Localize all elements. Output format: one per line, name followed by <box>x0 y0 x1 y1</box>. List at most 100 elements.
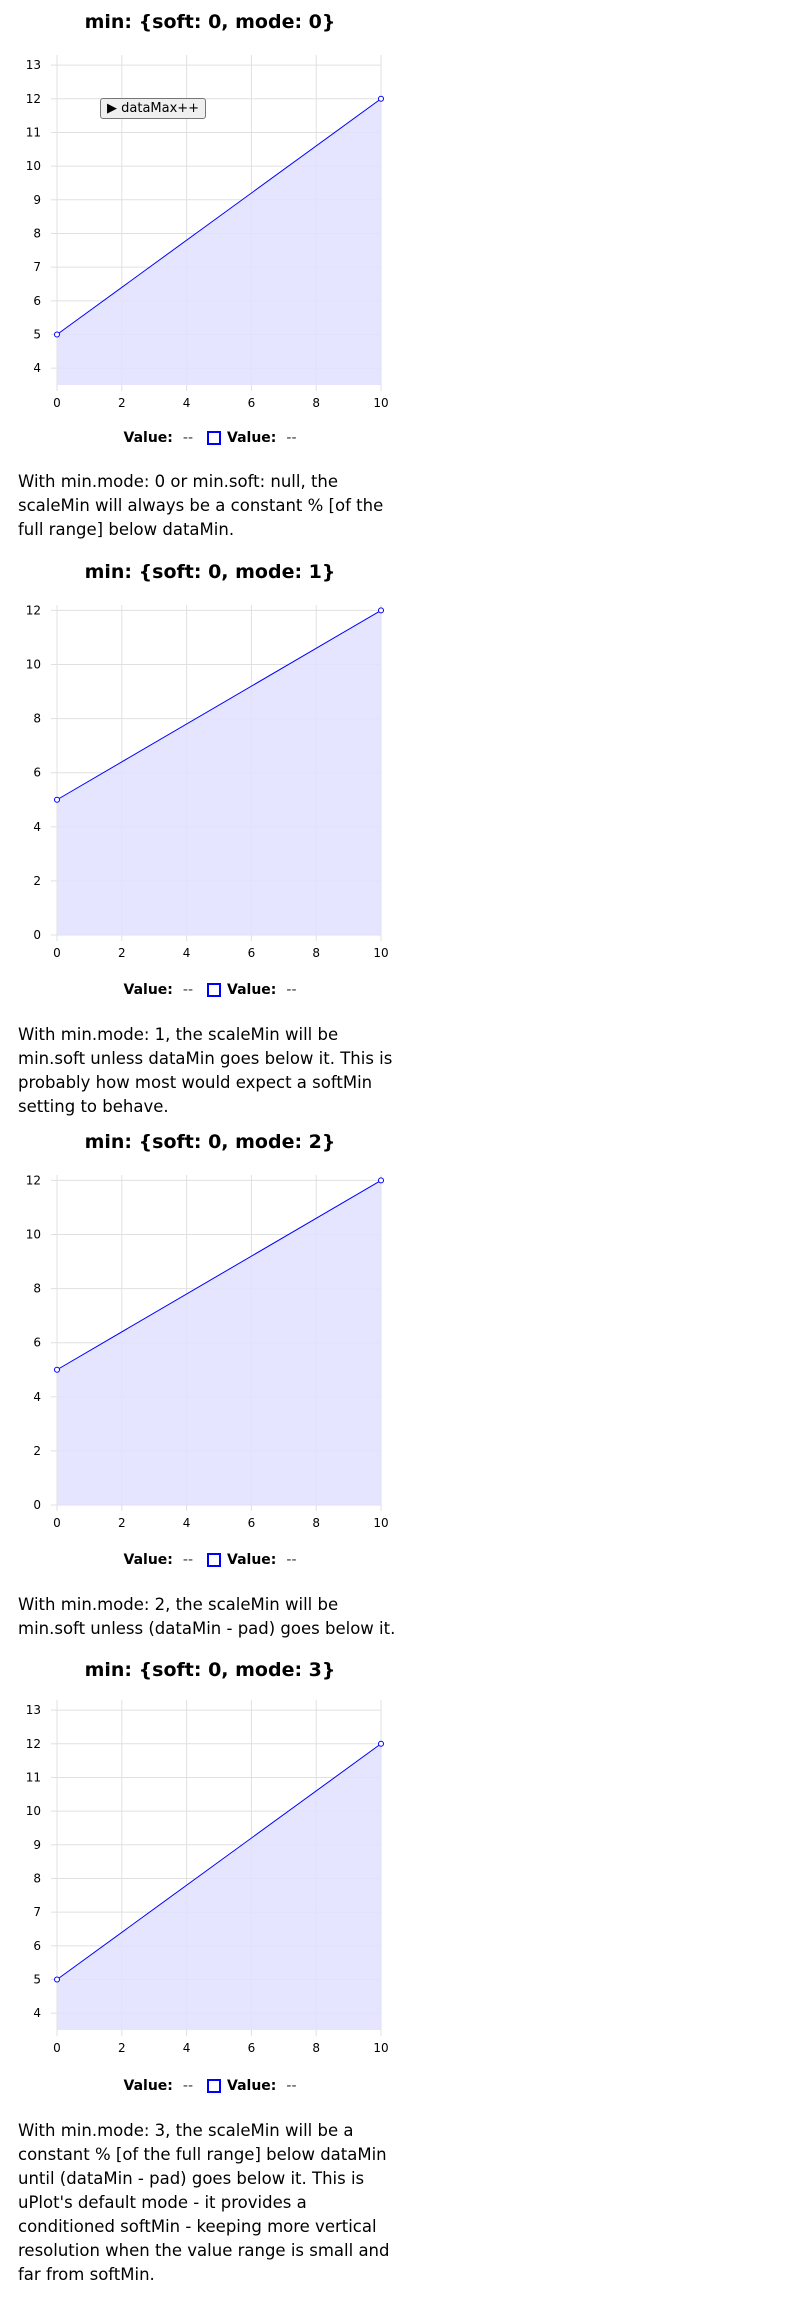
y-tick-label: 7 <box>33 260 41 274</box>
x-tick-label: 6 <box>248 2041 256 2055</box>
y-tick-label: 4 <box>33 361 41 375</box>
legend-x-label: Value: <box>123 430 173 446</box>
y-tick-label: 5 <box>33 327 41 341</box>
chart-description: With min.mode: 3, the scaleMin will be a… <box>18 2121 390 2284</box>
series-line <box>56 1179 382 1371</box>
data-point <box>54 1366 60 1373</box>
data-point <box>54 1976 60 1983</box>
legend-series-label: Value: <box>227 982 277 998</box>
y-tick-label: 0 <box>33 928 41 942</box>
y-tick-label: 7 <box>33 1905 41 1919</box>
legend-x-value: -- <box>182 2078 193 2094</box>
y-tick-label: 12 <box>26 603 41 617</box>
legend-series-value: -- <box>286 1552 297 1568</box>
chart-section-4: min: {soft: 0, mode: 3} 0 2 4 6 8 10 4 5 6 7 8 9 10 1… <box>0 1655 800 2306</box>
x-tick-label: 4 <box>183 946 191 960</box>
legend-x[interactable]: Value: -- <box>124 1552 194 1568</box>
x-tick-label: 10 <box>373 946 388 960</box>
legend-x-value: -- <box>182 982 193 998</box>
legend-series-value: -- <box>286 982 297 998</box>
chart-description: With min.mode: 1, the scaleMin will be m… <box>18 1025 393 1116</box>
series-area <box>57 1180 381 1505</box>
chart-section-1: min: {soft: 0, mode: 0} 0 2 4 6 8 10 4 5 6 7 8 9 10 1… <box>0 0 800 555</box>
series-line <box>56 609 382 801</box>
series-swatch-icon <box>207 431 221 445</box>
y-tick-label: 8 <box>33 226 41 240</box>
x-tick-label: 0 <box>53 396 61 410</box>
x-tick-label: 2 <box>118 946 126 960</box>
data-point <box>54 331 60 338</box>
y-tick-label: 10 <box>26 658 41 672</box>
y-tick-label: 13 <box>26 1703 41 1717</box>
series-area <box>57 610 381 935</box>
legend-x-value: -- <box>182 430 193 446</box>
y-tick-label: 10 <box>26 1804 41 1818</box>
y-tick-label: 9 <box>33 193 41 207</box>
y-tick-label: 10 <box>26 159 41 173</box>
legend-x-label: Value: <box>123 1552 173 1568</box>
chart-description: With min.mode: 2, the scaleMin will be m… <box>18 1595 396 1638</box>
legend-series[interactable]: Value: -- <box>207 1552 297 1568</box>
legend-series[interactable]: Value: -- <box>207 430 297 446</box>
legend-series[interactable]: Value: -- <box>207 982 297 998</box>
y-tick-label: 8 <box>33 1282 41 1296</box>
y-tick-label: 4 <box>33 2006 41 2020</box>
legend-series-label: Value: <box>227 2078 277 2094</box>
x-tick-label: 4 <box>183 2041 191 2055</box>
y-tick-label: 2 <box>33 874 41 888</box>
chart-section-2: min: {soft: 0, mode: 1} 0 2 4 6 8 10 0 2 4 6 8 10 12… <box>0 555 800 1125</box>
y-tick-label: 4 <box>33 820 41 834</box>
y-tick-label: 12 <box>26 1737 41 1751</box>
x-tick-label: 10 <box>373 1516 388 1530</box>
series-swatch-icon <box>207 1553 221 1567</box>
x-tick-label: 0 <box>53 2041 61 2055</box>
y-tick-label: 2 <box>33 1444 41 1458</box>
x-tick-label: 4 <box>183 396 191 410</box>
data-max-increment-button[interactable]: ▶ dataMax++ <box>100 98 207 119</box>
chart-section-3: min: {soft: 0, mode: 2} 0 2 4 6 8 10 0 2 4 6 8 10 12… <box>0 1125 800 1655</box>
legend-x[interactable]: Value: -- <box>124 982 194 998</box>
y-tick-label: 12 <box>26 92 41 106</box>
series-swatch-icon <box>207 2079 221 2093</box>
x-tick-label: 6 <box>248 396 256 410</box>
chart-1[interactable]: 0 2 4 6 8 10 4 5 6 7 8 9 10 11 12 13 <box>0 45 420 425</box>
chart-4[interactable]: 0 2 4 6 8 10 4 5 6 7 8 9 10 11 12 13 <box>0 1690 420 2070</box>
x-tick-label: 6 <box>248 946 256 960</box>
y-tick-label: 5 <box>33 1972 41 1986</box>
x-tick-label: 8 <box>312 396 320 410</box>
legend-x[interactable]: Value: -- <box>124 2078 194 2094</box>
legend: Value: -- Value: -- <box>0 427 420 449</box>
x-tick-label: 2 <box>118 396 126 410</box>
x-tick-label: 8 <box>312 946 320 960</box>
chart-description: With min.mode: 0 or min.soft: null, the … <box>18 472 384 539</box>
x-tick-label: 10 <box>373 2041 388 2055</box>
legend-series[interactable]: Value: -- <box>207 2078 297 2094</box>
legend: Value: -- Value: -- <box>0 1549 420 1571</box>
legend-series-value: -- <box>286 430 297 446</box>
series-line <box>56 98 382 335</box>
y-tick-label: 11 <box>26 125 41 139</box>
x-tick-label: 2 <box>118 2041 126 2055</box>
chart-title: min: {soft: 0, mode: 0} <box>84 11 336 33</box>
y-tick-label: 6 <box>33 294 41 308</box>
chart-title: min: {soft: 0, mode: 3} <box>84 1659 336 1681</box>
chart-title: min: {soft: 0, mode: 2} <box>84 1131 336 1153</box>
y-tick-label: 10 <box>26 1228 41 1242</box>
chart-2[interactable]: 0 2 4 6 8 10 0 2 4 6 8 10 12 <box>0 595 420 975</box>
series-area <box>57 98 381 385</box>
y-tick-label: 12 <box>26 1173 41 1187</box>
legend-series-value: -- <box>286 2078 297 2094</box>
data-point <box>54 796 60 803</box>
data-point <box>378 1177 384 1184</box>
legend-x[interactable]: Value: -- <box>124 430 194 446</box>
x-tick-label: 4 <box>183 1516 191 1530</box>
y-tick-label: 4 <box>33 1390 41 1404</box>
x-tick-label: 0 <box>53 1516 61 1530</box>
chart-3[interactable]: 0 2 4 6 8 10 0 2 4 6 8 10 12 <box>0 1165 420 1545</box>
x-tick-label: 8 <box>312 1516 320 1530</box>
y-tick-label: 6 <box>33 1336 41 1350</box>
legend-x-label: Value: <box>123 2078 173 2094</box>
legend-x-label: Value: <box>123 982 173 998</box>
x-tick-label: 8 <box>312 2041 320 2055</box>
y-tick-label: 8 <box>33 1871 41 1885</box>
